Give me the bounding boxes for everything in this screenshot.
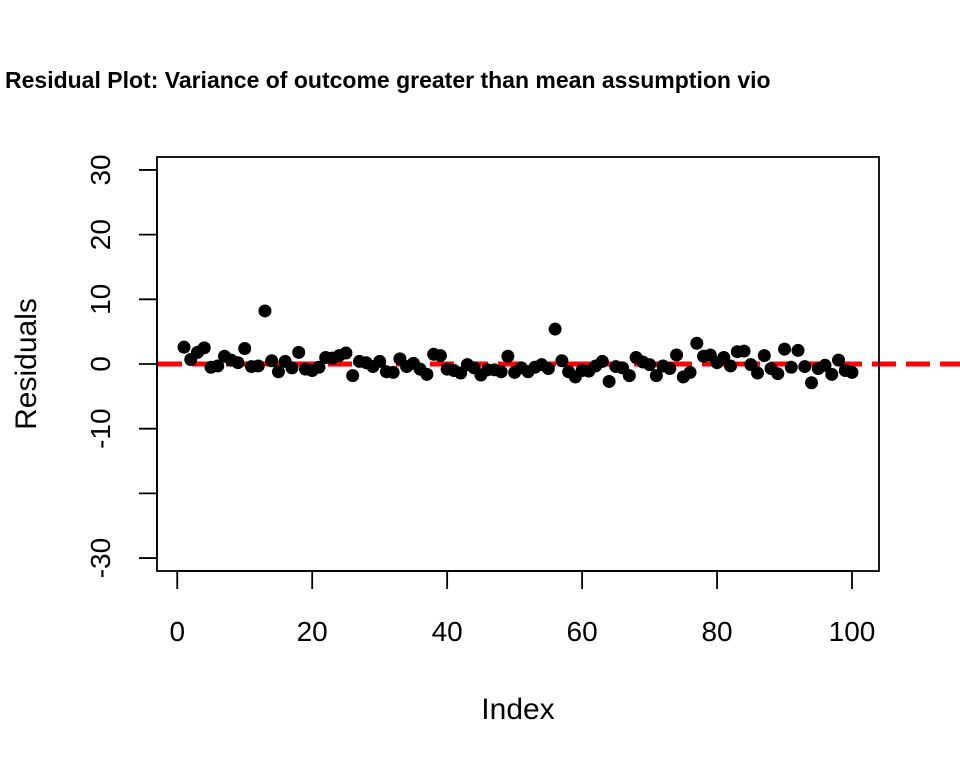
data-point bbox=[737, 344, 751, 358]
axes-layer: 0 20 40 60 80 100 -30 -10 0 10 20 30 bbox=[85, 154, 875, 647]
data-point bbox=[845, 365, 859, 379]
y-tick-label: 30 bbox=[85, 154, 116, 185]
y-tick-label: -10 bbox=[85, 408, 116, 448]
data-point bbox=[501, 349, 515, 363]
data-point bbox=[690, 336, 704, 350]
y-tick-label: -30 bbox=[85, 538, 116, 578]
data-point bbox=[494, 365, 508, 379]
data-point bbox=[643, 358, 657, 372]
data-point bbox=[231, 356, 245, 370]
data-point bbox=[292, 345, 306, 359]
data-point bbox=[258, 304, 272, 318]
x-tick-label: 80 bbox=[701, 616, 732, 647]
data-point bbox=[683, 365, 697, 379]
x-axis-label: Index bbox=[481, 693, 554, 726]
data-point bbox=[663, 362, 677, 376]
y-tick-label: 0 bbox=[85, 356, 116, 372]
x-tick-label: 100 bbox=[829, 616, 876, 647]
data-point bbox=[211, 359, 225, 373]
data-point bbox=[177, 340, 191, 354]
x-tick-label: 0 bbox=[169, 616, 185, 647]
data-point bbox=[649, 369, 663, 383]
x-tick-label: 20 bbox=[297, 616, 328, 647]
data-point bbox=[346, 369, 360, 383]
y-axis-label: Residuals bbox=[10, 298, 43, 430]
data-point bbox=[238, 341, 252, 355]
data-point bbox=[771, 367, 785, 381]
data-point bbox=[339, 346, 353, 360]
data-point bbox=[595, 354, 609, 368]
data-point bbox=[805, 376, 819, 390]
data-point bbox=[751, 366, 765, 380]
data-point bbox=[271, 365, 285, 379]
data-point bbox=[670, 348, 684, 362]
data-point bbox=[373, 354, 387, 368]
data-point bbox=[602, 374, 616, 388]
y-tick-label: 10 bbox=[85, 284, 116, 315]
data-point bbox=[784, 360, 798, 374]
data-point bbox=[825, 367, 839, 381]
data-points bbox=[177, 304, 859, 390]
data-point bbox=[778, 342, 792, 356]
data-point bbox=[285, 361, 299, 375]
x-tick-label: 40 bbox=[432, 616, 463, 647]
data-point bbox=[265, 354, 279, 368]
data-point bbox=[818, 358, 832, 372]
data-point bbox=[420, 367, 434, 381]
data-point bbox=[386, 365, 400, 379]
data-point bbox=[197, 341, 211, 355]
x-tick-label: 60 bbox=[567, 616, 598, 647]
data-point bbox=[832, 353, 846, 367]
data-point bbox=[541, 362, 555, 376]
data-point bbox=[791, 343, 805, 357]
y-tick-label: 20 bbox=[85, 219, 116, 250]
chart-title: Residual Plot: Variance of outcome great… bbox=[5, 67, 771, 93]
data-point bbox=[724, 359, 738, 373]
data-point bbox=[433, 349, 447, 363]
data-point bbox=[757, 349, 771, 363]
data-point bbox=[312, 360, 326, 374]
data-point bbox=[622, 369, 636, 383]
data-point bbox=[251, 359, 265, 373]
data-point bbox=[548, 322, 562, 336]
data-point bbox=[798, 360, 812, 374]
data-point bbox=[555, 354, 569, 368]
